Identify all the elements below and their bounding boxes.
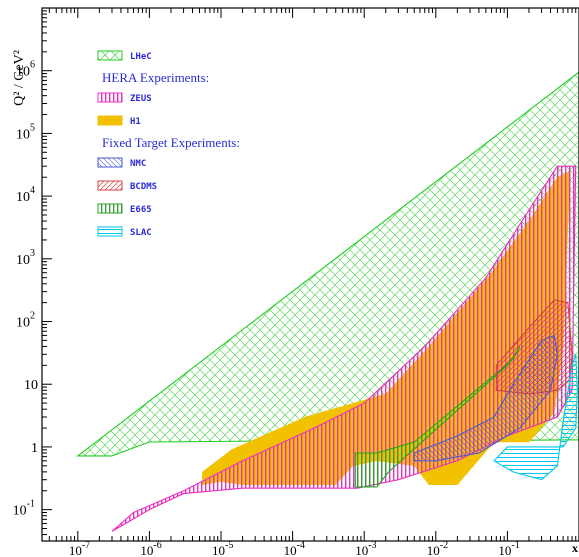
x-tick-label: 10-3 (355, 540, 376, 557)
legend-swatch-bcdms (97, 180, 123, 191)
x-tick-label: 10-2 (427, 540, 448, 557)
plot-border (41, 7, 579, 542)
series-region-slac (493, 354, 578, 481)
y-tick-label: 1 (31, 441, 38, 456)
y-tick-label: 103 (16, 248, 35, 268)
y-tick-label: 106 (16, 60, 35, 80)
x-tick-label: 10-7 (69, 540, 90, 557)
x-tick-label: 10-5 (212, 540, 233, 557)
y-tick-label: 104 (16, 185, 35, 205)
x-axis-edge-label: x (572, 541, 578, 555)
legend-swatch-h1 (97, 115, 123, 126)
x-tick-label: 10-4 (284, 540, 305, 557)
y-tick-label: 105 (16, 122, 35, 142)
x-tick-label: 10-6 (140, 540, 161, 557)
series-region-nmc (413, 334, 558, 462)
legend-swatch-zeus (97, 92, 123, 103)
legend-swatch-nmc (97, 157, 123, 168)
legend-entry-lhec: LHeC (130, 52, 152, 62)
legend-entry-nmc: NMC (130, 159, 146, 169)
legend-entry-h1: H1 (130, 117, 141, 127)
legend-header: HERA Experiments: (102, 70, 209, 85)
legend-swatch-lhec (97, 50, 123, 61)
legend-entry-bcdms: BCDMS (130, 182, 157, 192)
legend-entry-zeus: ZEUS (130, 94, 152, 104)
legend-entry-e665: E665 (130, 205, 152, 215)
y-tick-label: 10 (24, 378, 38, 393)
tick-labels: 10-7 10-6 10-5 10-4 10-3 10-2 10-1 106 105 104 103… (13, 60, 520, 557)
y-tick-label: 10-1 (13, 499, 35, 519)
legend-swatch-slac (97, 226, 123, 237)
plot-frame (41, 7, 579, 542)
legend-entry-slac: SLAC (130, 228, 152, 238)
legend: LHeC HERA Experiments: ZEUS H1 Fixed Target … (97, 50, 240, 238)
y-axis-label: Q² / GeV² (12, 50, 27, 106)
legend-swatch-e665 (97, 203, 123, 214)
y-tick-label: 102 (16, 311, 35, 331)
legend-header: Fixed Target Experiments: (102, 135, 240, 150)
x-tick-label: 10-1 (498, 540, 519, 557)
series-layer (76, 71, 579, 532)
axis-ticks (42, 7, 579, 541)
